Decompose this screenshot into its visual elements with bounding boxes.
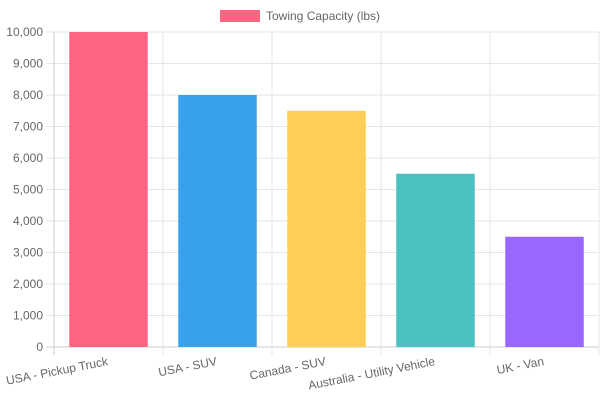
bar-australia-utility-vehicle[interactable] (396, 173, 475, 347)
legend-label: Towing Capacity (lbs) (266, 9, 380, 23)
y-tick-label: 3,000 (13, 246, 43, 260)
y-axis-tick-labels: 0 1,000 2,000 3,000 4,000 5,000 6,000 7,000 8,00… (6, 25, 43, 354)
bars (69, 32, 584, 347)
y-tick-label: 2,000 (13, 277, 43, 291)
y-tick-label: 5,000 (13, 183, 43, 197)
legend-swatch (220, 10, 260, 22)
x-tick-label: UK - Van (495, 354, 545, 377)
y-tick-label: 1,000 (13, 309, 43, 323)
x-tick-label: Australia - Utility Vehicle (307, 354, 436, 392)
bar-usa-suv[interactable] (178, 95, 257, 347)
x-axis-tick-labels: USA - Pickup Truck USA - SUV Canada - SUVA… (5, 354, 545, 392)
x-tick-label: USA - SUV (157, 354, 218, 379)
y-tick-label: 8,000 (13, 88, 43, 102)
y-tick-label: 9,000 (13, 57, 43, 71)
bar-canada-suv[interactable] (287, 110, 366, 347)
y-tick-label: 7,000 (13, 120, 43, 134)
y-tick-label: 4,000 (13, 214, 43, 228)
y-tick-label: 6,000 (13, 151, 43, 165)
legend[interactable]: Towing Capacity (lbs) (220, 9, 380, 23)
x-tick-label: USA - Pickup Truck (5, 354, 110, 388)
y-tick-label: 10,000 (6, 25, 43, 39)
bar-uk-van[interactable] (505, 236, 584, 347)
y-tick-label: 0 (36, 340, 43, 354)
bar-usa-pickup-truck[interactable] (69, 32, 148, 347)
